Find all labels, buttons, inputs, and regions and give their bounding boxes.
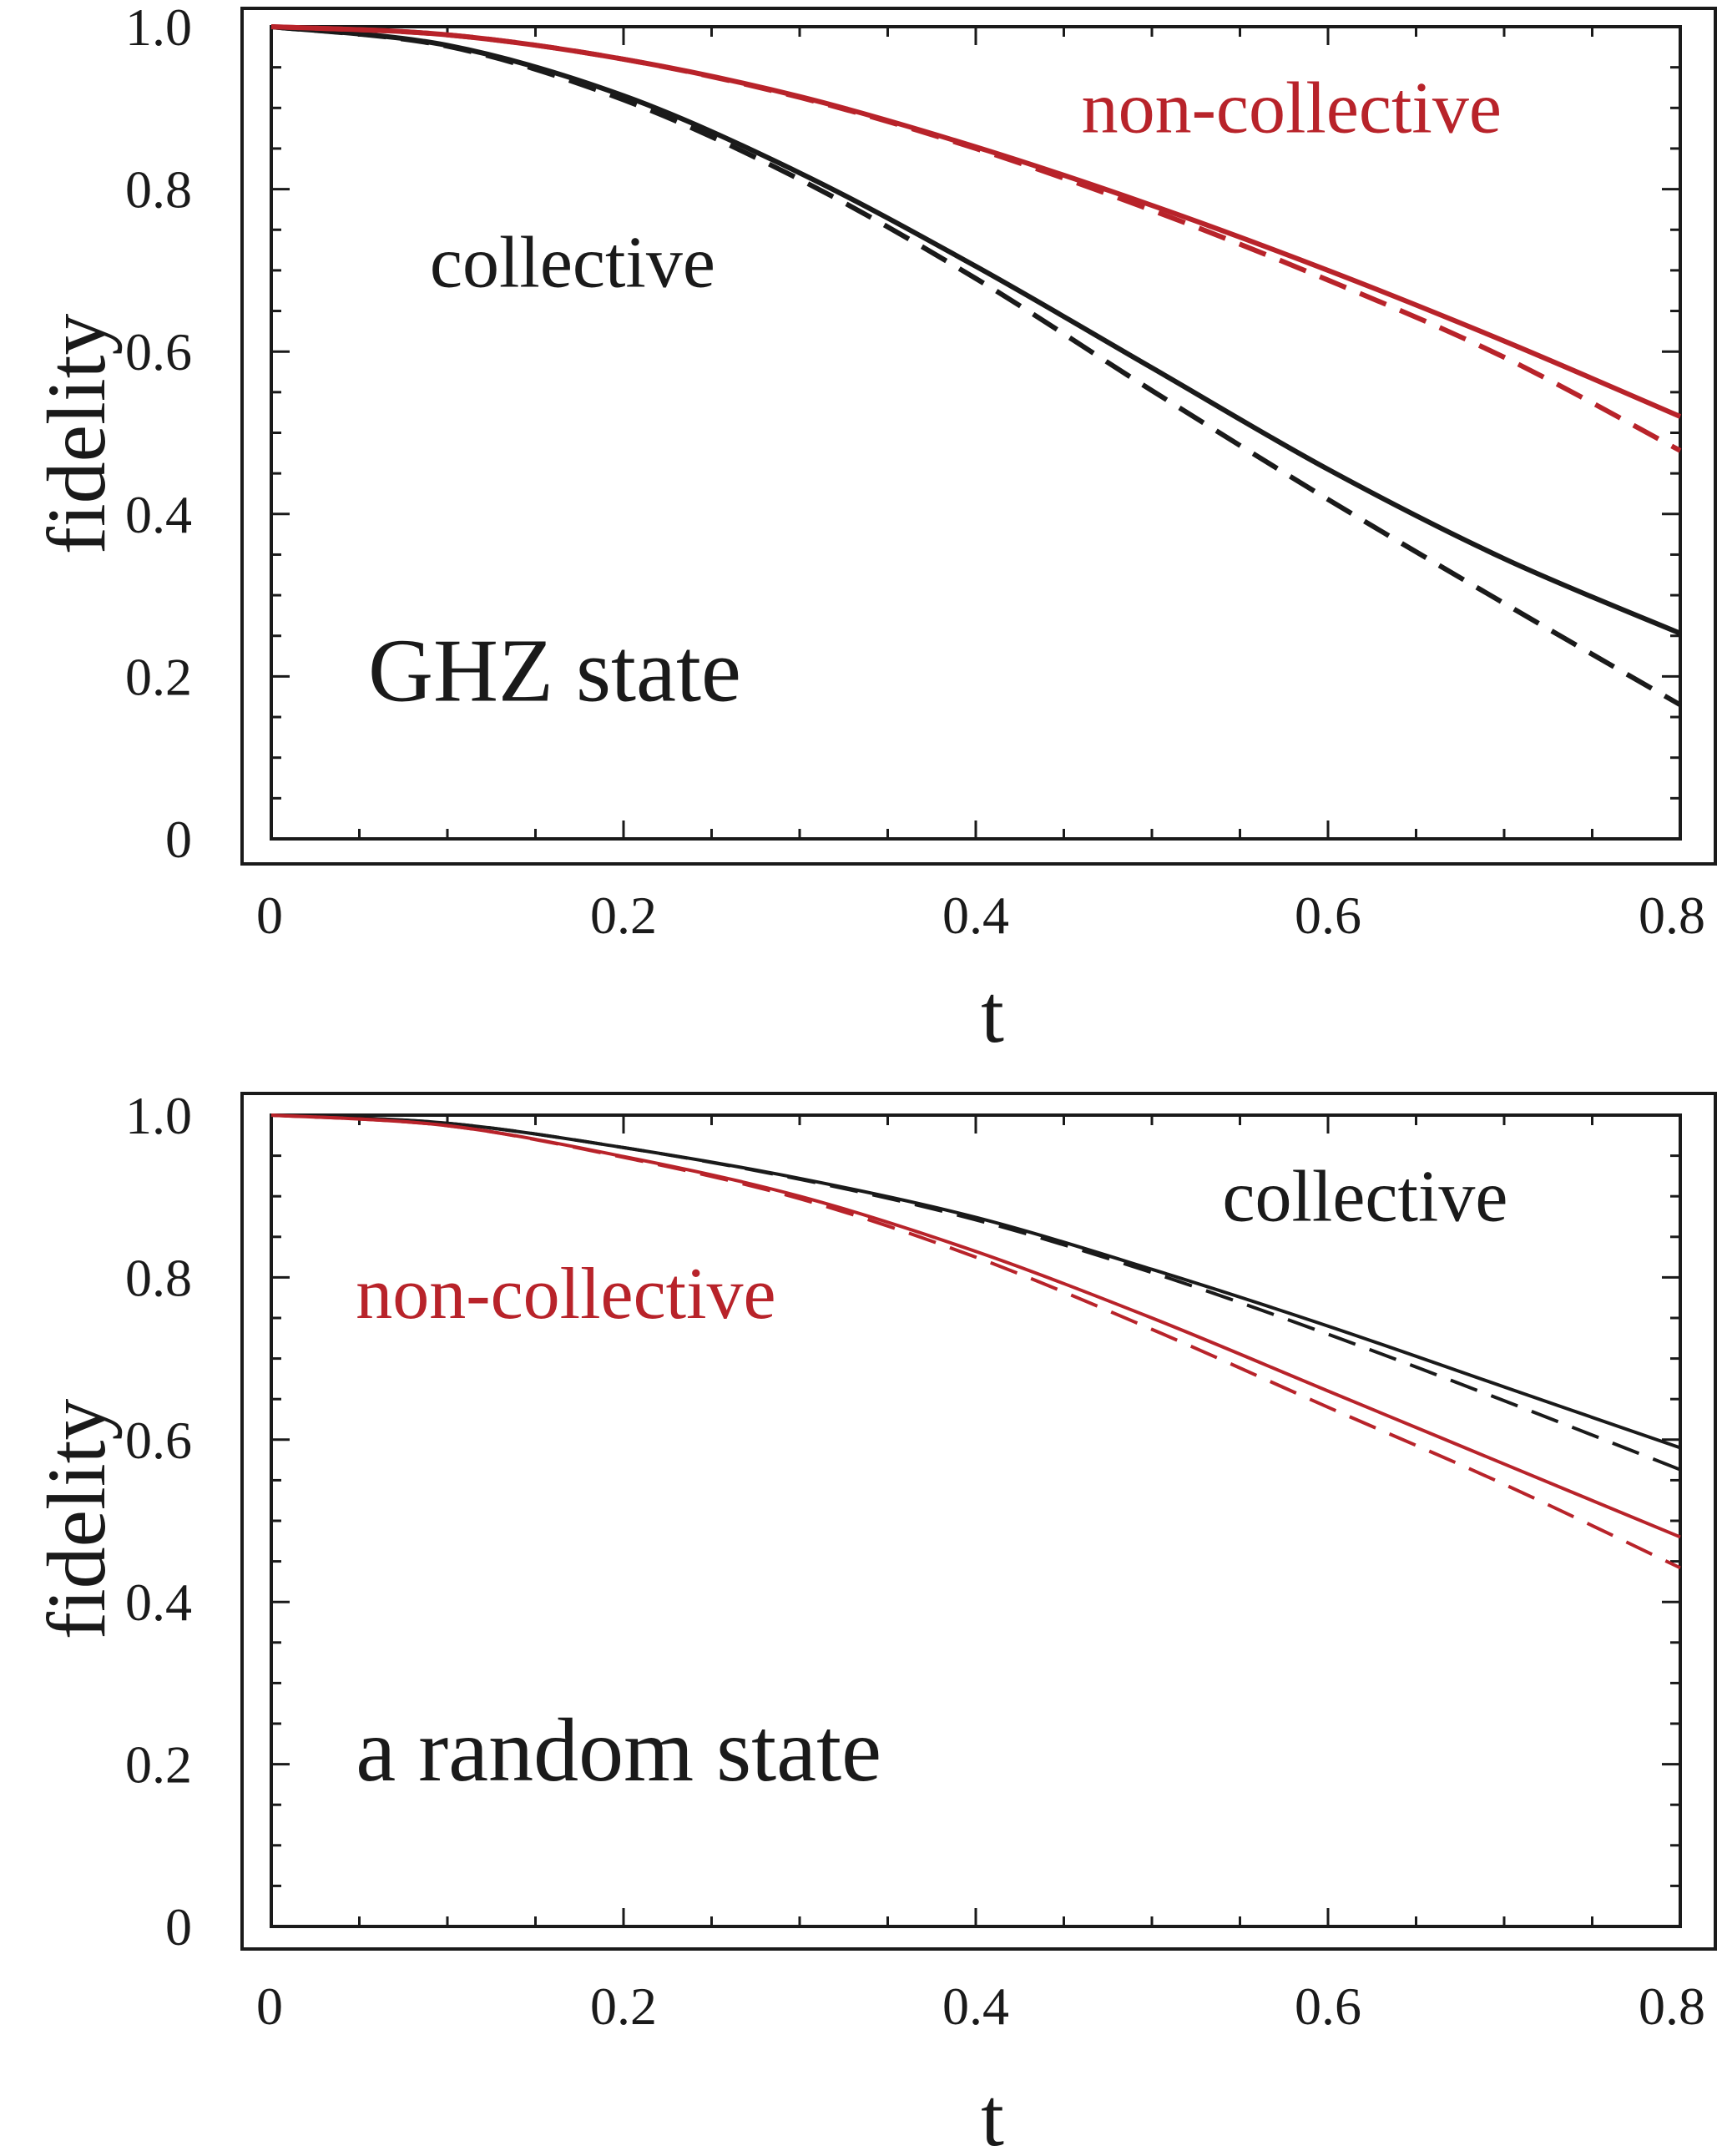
series-collective-dashed [270, 1113, 1681, 1472]
x-tick-label: 0.2 [590, 886, 657, 945]
y-tick-label: 0.8 [125, 1248, 192, 1307]
annotation-collective: collective [430, 222, 715, 303]
outer-frame [240, 1092, 1717, 1951]
annotation-collective: collective [1222, 1156, 1507, 1237]
outer-frame [240, 7, 1717, 866]
y-tick-label: 0.8 [125, 160, 192, 220]
y-tick-label: 0.6 [125, 322, 192, 381]
x-tick-label: 0 [256, 1977, 283, 2036]
x-tick-label: 0.6 [1295, 886, 1361, 945]
annotation-non-collective: non-collective [1082, 68, 1502, 149]
panel-random-state: 0 0.2 0.4 0.6 0.8 0 0.2 0.4 0.6 0.8 1.0 t fidelity co… [30, 1086, 1717, 2156]
x-tick-label: 0.6 [1295, 1977, 1361, 2036]
x-tick-label: 0.4 [942, 1977, 1009, 2036]
y-axis-title: fidelity [30, 1399, 123, 1640]
y-tick-label: 0.2 [125, 647, 192, 706]
y-tick-label: 0.4 [125, 485, 192, 544]
tick-marks [270, 25, 1682, 841]
x-tick-label: 0 [256, 886, 283, 945]
series-non-collective-dashed [270, 24, 1682, 453]
series-non-collective-dashed [270, 1113, 1681, 1570]
y-tick-label: 0 [165, 1897, 192, 1957]
y-tick-label: 0 [165, 810, 192, 869]
x-axis-title: t [981, 967, 1004, 1060]
x-tick-label: 0.8 [1639, 886, 1705, 945]
state-label: a random state [356, 1701, 881, 1800]
x-tick-label: 0.8 [1639, 1977, 1705, 2036]
y-tick-label: 0.2 [125, 1735, 192, 1795]
y-tick-label: 1.0 [125, 0, 192, 57]
series-collective-solid [270, 24, 1682, 636]
y-axis-title: fidelity [30, 314, 123, 555]
tick-marks [270, 1113, 1682, 1928]
panel-ghz-state: 0 0.2 0.4 0.6 0.8 0 0.2 0.4 0.6 0.8 1.0 t fidelity no… [30, 0, 1717, 1060]
annotation-non-collective: non-collective [356, 1254, 775, 1335]
x-tick-label: 0.4 [942, 886, 1009, 945]
x-axis-title: t [981, 2071, 1004, 2156]
series-collective-dashed [270, 24, 1682, 708]
y-tick-label: 0.6 [125, 1411, 192, 1470]
state-label: GHZ state [368, 622, 741, 721]
x-tick-label: 0.2 [590, 1977, 657, 2036]
y-tick-label: 0.4 [125, 1573, 192, 1632]
y-tick-label: 1.0 [125, 1086, 192, 1145]
